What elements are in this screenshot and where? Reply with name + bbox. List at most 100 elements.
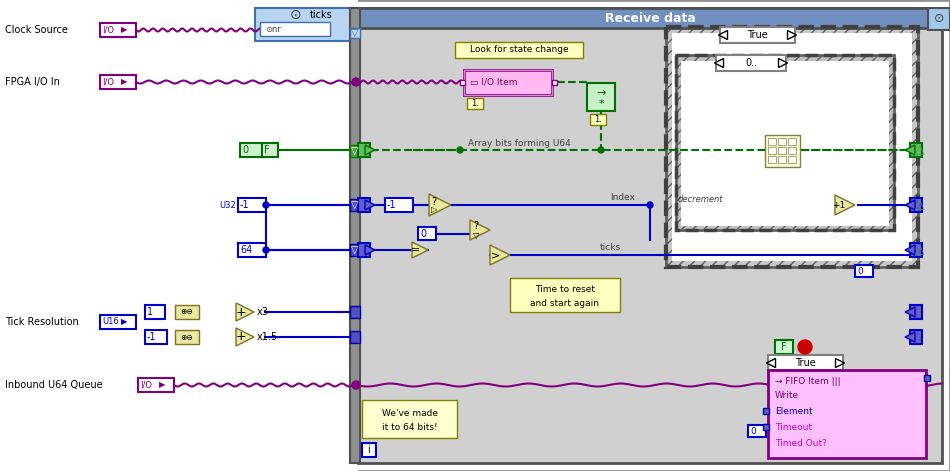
Bar [910,243,922,257]
Text: I/O: I/O [102,78,114,87]
Bar [262,143,278,157]
Bar [358,198,370,212]
Bar [768,138,776,145]
Bar [175,305,199,319]
Circle shape [352,78,360,86]
Bar [681,61,889,226]
Text: ▭ I/O Item: ▭ I/O Item [470,78,518,87]
Bar [145,305,165,319]
Text: Inbound U64 Queue: Inbound U64 Queue [5,380,103,390]
Text: decrement: decrement [677,195,723,204]
Bar [238,198,266,212]
Bar [910,198,922,212]
Bar [716,55,786,71]
Polygon shape [236,303,254,321]
Circle shape [457,147,463,153]
Bar [587,83,615,111]
Text: -1: -1 [240,200,250,210]
Bar [768,147,776,154]
Bar [350,145,360,157]
Bar [748,425,766,437]
Text: △: △ [915,144,924,156]
Bar [666,27,918,267]
Text: 1.: 1. [471,99,479,108]
Text: ⊕⊖: ⊕⊖ [180,308,194,317]
Bar [350,28,360,38]
Bar [240,143,262,157]
Circle shape [798,340,812,354]
Text: ▽: ▽ [352,245,359,255]
Bar [138,378,174,392]
Bar [910,330,922,344]
Polygon shape [788,31,796,40]
Polygon shape [236,328,254,346]
Bar [676,55,894,230]
Text: F: F [781,342,787,352]
Circle shape [647,202,653,208]
Text: I/O: I/O [140,381,152,390]
Bar [768,370,926,458]
Bar [855,265,873,277]
Text: ▶: ▶ [121,317,127,326]
Text: Index: Index [610,193,635,202]
Text: →: → [597,88,606,98]
Bar [928,8,950,30]
Bar [778,147,786,154]
Text: ticks: ticks [600,244,621,252]
Text: I/O: I/O [102,25,114,34]
Text: Timed Out?: Timed Out? [775,439,826,448]
Bar [350,306,360,318]
Circle shape [263,202,269,208]
Bar [358,143,370,157]
Bar [464,70,552,95]
Text: >: > [491,250,501,260]
Bar [418,227,436,240]
Text: ▶: ▶ [121,78,127,87]
Text: U16: U16 [102,317,119,326]
Polygon shape [365,245,375,255]
Bar [910,305,922,319]
Text: → FIFO Item |||: → FIFO Item ||| [775,377,841,387]
Polygon shape [835,358,845,367]
Bar [788,147,796,154]
Bar [778,138,786,145]
Text: ▽: ▽ [473,230,479,239]
Text: FPGA I/O In: FPGA I/O In [5,77,60,87]
Text: i: i [368,445,371,455]
Text: +: + [236,306,246,318]
Bar [590,114,606,125]
Text: 1: 1 [147,307,153,317]
Text: ▷: ▷ [430,205,437,214]
Bar [910,143,922,157]
Text: 0: 0 [750,427,756,436]
Bar [924,375,930,381]
Bar [100,23,136,37]
Text: ▶: ▶ [159,381,165,390]
Text: Array bits forming U64: Array bits forming U64 [468,138,571,147]
Bar [460,80,465,85]
Bar [455,42,583,58]
Text: +: + [236,331,246,343]
Bar [552,80,557,85]
Bar [763,424,769,430]
Text: ⊙: ⊙ [290,8,302,22]
Text: Clock Source: Clock Source [5,25,67,35]
Polygon shape [365,200,375,210]
Text: Look for state change: Look for state change [469,46,568,55]
Bar [100,315,136,329]
Text: 64: 64 [240,245,253,255]
Text: ⊙nr: ⊙nr [265,24,281,33]
Polygon shape [778,58,788,67]
Bar [467,98,483,109]
Text: =: = [411,245,421,255]
Bar [385,198,413,212]
Polygon shape [412,242,428,258]
Bar [350,8,360,463]
Text: 0: 0 [857,267,863,276]
Bar [765,135,800,167]
Text: ticks: ticks [310,10,332,20]
Text: ▶: ▶ [121,25,127,34]
Bar [768,355,843,370]
Polygon shape [767,358,775,367]
Text: True: True [747,30,768,40]
